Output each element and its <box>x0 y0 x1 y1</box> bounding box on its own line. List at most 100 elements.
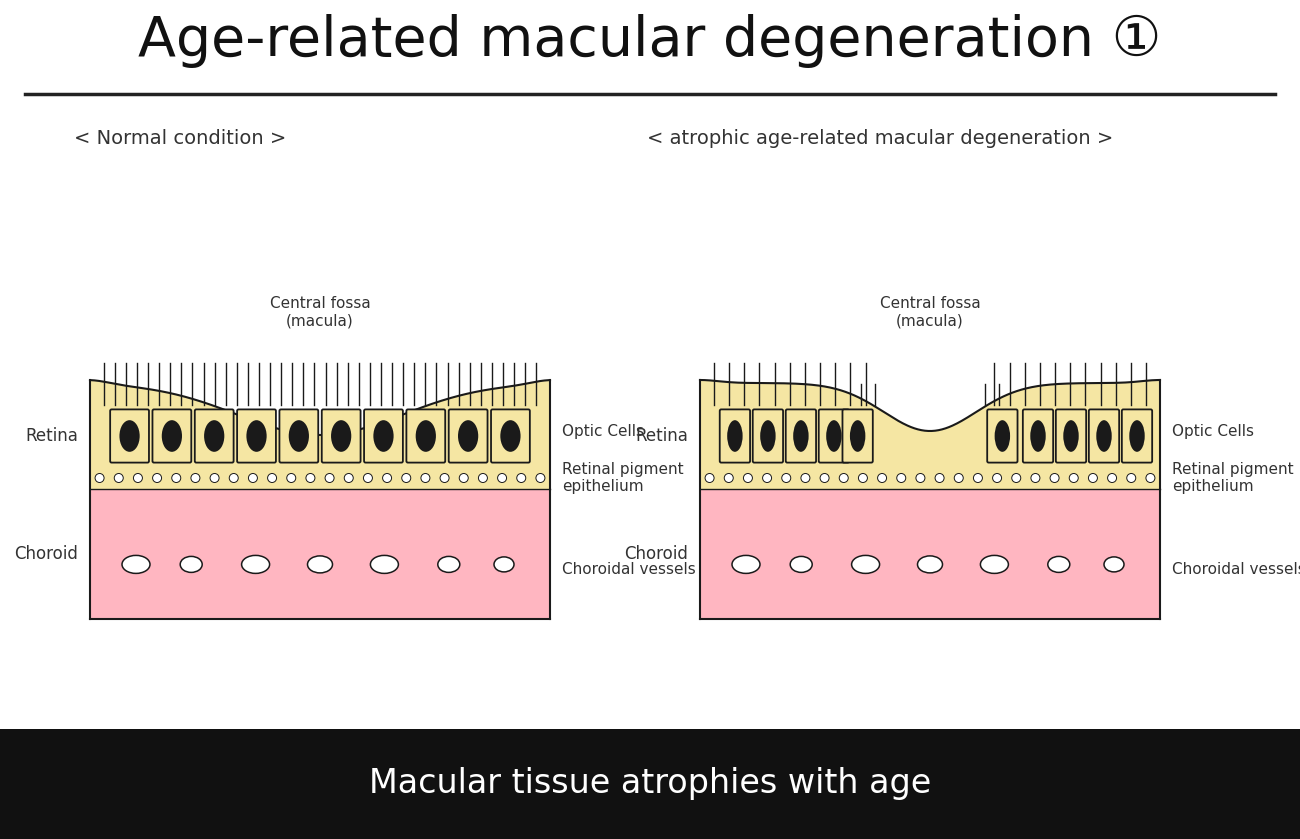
Circle shape <box>1069 473 1078 482</box>
Circle shape <box>441 473 448 482</box>
Bar <box>90 467 550 489</box>
Circle shape <box>421 473 430 482</box>
Ellipse shape <box>790 556 812 572</box>
Text: Macular tissue atrophies with age: Macular tissue atrophies with age <box>369 768 931 800</box>
Circle shape <box>781 473 790 482</box>
Circle shape <box>191 473 200 482</box>
Polygon shape <box>699 380 1160 467</box>
FancyBboxPatch shape <box>195 409 234 462</box>
Text: < atrophic age-related macular degeneration >: < atrophic age-related macular degenerat… <box>647 129 1113 148</box>
Circle shape <box>974 473 983 482</box>
Circle shape <box>498 473 507 482</box>
Ellipse shape <box>500 420 520 452</box>
FancyBboxPatch shape <box>785 409 816 462</box>
Ellipse shape <box>120 420 139 452</box>
FancyBboxPatch shape <box>237 409 276 462</box>
Ellipse shape <box>181 556 203 572</box>
Ellipse shape <box>161 420 182 452</box>
FancyBboxPatch shape <box>152 409 191 462</box>
Ellipse shape <box>994 420 1010 452</box>
Circle shape <box>1108 473 1117 482</box>
FancyBboxPatch shape <box>720 409 750 462</box>
FancyBboxPatch shape <box>364 409 403 462</box>
FancyBboxPatch shape <box>1056 409 1087 462</box>
Ellipse shape <box>247 420 266 452</box>
Ellipse shape <box>1063 420 1079 452</box>
Ellipse shape <box>980 555 1009 573</box>
Circle shape <box>459 473 468 482</box>
FancyBboxPatch shape <box>448 409 488 462</box>
Ellipse shape <box>1096 420 1111 452</box>
Ellipse shape <box>1048 556 1070 572</box>
Circle shape <box>820 473 829 482</box>
Ellipse shape <box>122 555 150 573</box>
Circle shape <box>211 473 220 482</box>
Ellipse shape <box>438 556 460 572</box>
Circle shape <box>95 473 104 482</box>
Text: Retina: Retina <box>636 427 688 445</box>
Text: Retinal pigment
epithelium: Retinal pigment epithelium <box>1173 461 1294 494</box>
Ellipse shape <box>732 555 760 573</box>
FancyBboxPatch shape <box>111 409 150 462</box>
Circle shape <box>536 473 545 482</box>
Ellipse shape <box>918 556 942 573</box>
Ellipse shape <box>416 420 436 452</box>
FancyBboxPatch shape <box>491 409 530 462</box>
Circle shape <box>287 473 296 482</box>
Ellipse shape <box>242 555 269 573</box>
Circle shape <box>840 473 848 482</box>
Ellipse shape <box>494 557 514 572</box>
Ellipse shape <box>1104 557 1124 572</box>
Ellipse shape <box>308 556 333 573</box>
Circle shape <box>705 473 714 482</box>
Ellipse shape <box>760 420 776 452</box>
FancyBboxPatch shape <box>1089 409 1119 462</box>
Ellipse shape <box>373 420 394 452</box>
Ellipse shape <box>1130 420 1145 452</box>
Circle shape <box>916 473 924 482</box>
FancyBboxPatch shape <box>1023 409 1053 462</box>
Circle shape <box>954 473 963 482</box>
Circle shape <box>172 473 181 482</box>
Circle shape <box>402 473 411 482</box>
Circle shape <box>1127 473 1136 482</box>
Circle shape <box>858 473 867 482</box>
FancyBboxPatch shape <box>987 409 1018 462</box>
Ellipse shape <box>289 420 309 452</box>
FancyBboxPatch shape <box>1122 409 1152 462</box>
Circle shape <box>325 473 334 482</box>
Circle shape <box>763 473 772 482</box>
Bar <box>699 467 1160 489</box>
Circle shape <box>993 473 1001 482</box>
Circle shape <box>382 473 391 482</box>
Ellipse shape <box>850 420 866 452</box>
Circle shape <box>344 473 354 482</box>
Ellipse shape <box>458 420 478 452</box>
Text: Optic Cells: Optic Cells <box>1173 424 1254 439</box>
Bar <box>699 489 1160 619</box>
FancyBboxPatch shape <box>407 409 445 462</box>
Circle shape <box>114 473 124 482</box>
Ellipse shape <box>827 420 841 452</box>
Text: Age-related macular degeneration ①: Age-related macular degeneration ① <box>138 14 1162 68</box>
Circle shape <box>878 473 887 482</box>
Text: Choroidal vessels: Choroidal vessels <box>1173 562 1300 577</box>
Circle shape <box>268 473 277 482</box>
Circle shape <box>1031 473 1040 482</box>
Text: Choroid: Choroid <box>624 545 688 563</box>
Circle shape <box>1011 473 1020 482</box>
Circle shape <box>744 473 753 482</box>
Circle shape <box>1145 473 1154 482</box>
Bar <box>90 489 550 619</box>
Text: Retina: Retina <box>25 427 78 445</box>
Circle shape <box>306 473 315 482</box>
Circle shape <box>248 473 257 482</box>
Circle shape <box>935 473 944 482</box>
Ellipse shape <box>370 555 398 573</box>
Circle shape <box>152 473 161 482</box>
Circle shape <box>364 473 372 482</box>
Circle shape <box>724 473 733 482</box>
Text: Optic Cells: Optic Cells <box>562 424 644 439</box>
Circle shape <box>134 473 143 482</box>
Text: < Normal condition >: < Normal condition > <box>74 129 286 148</box>
